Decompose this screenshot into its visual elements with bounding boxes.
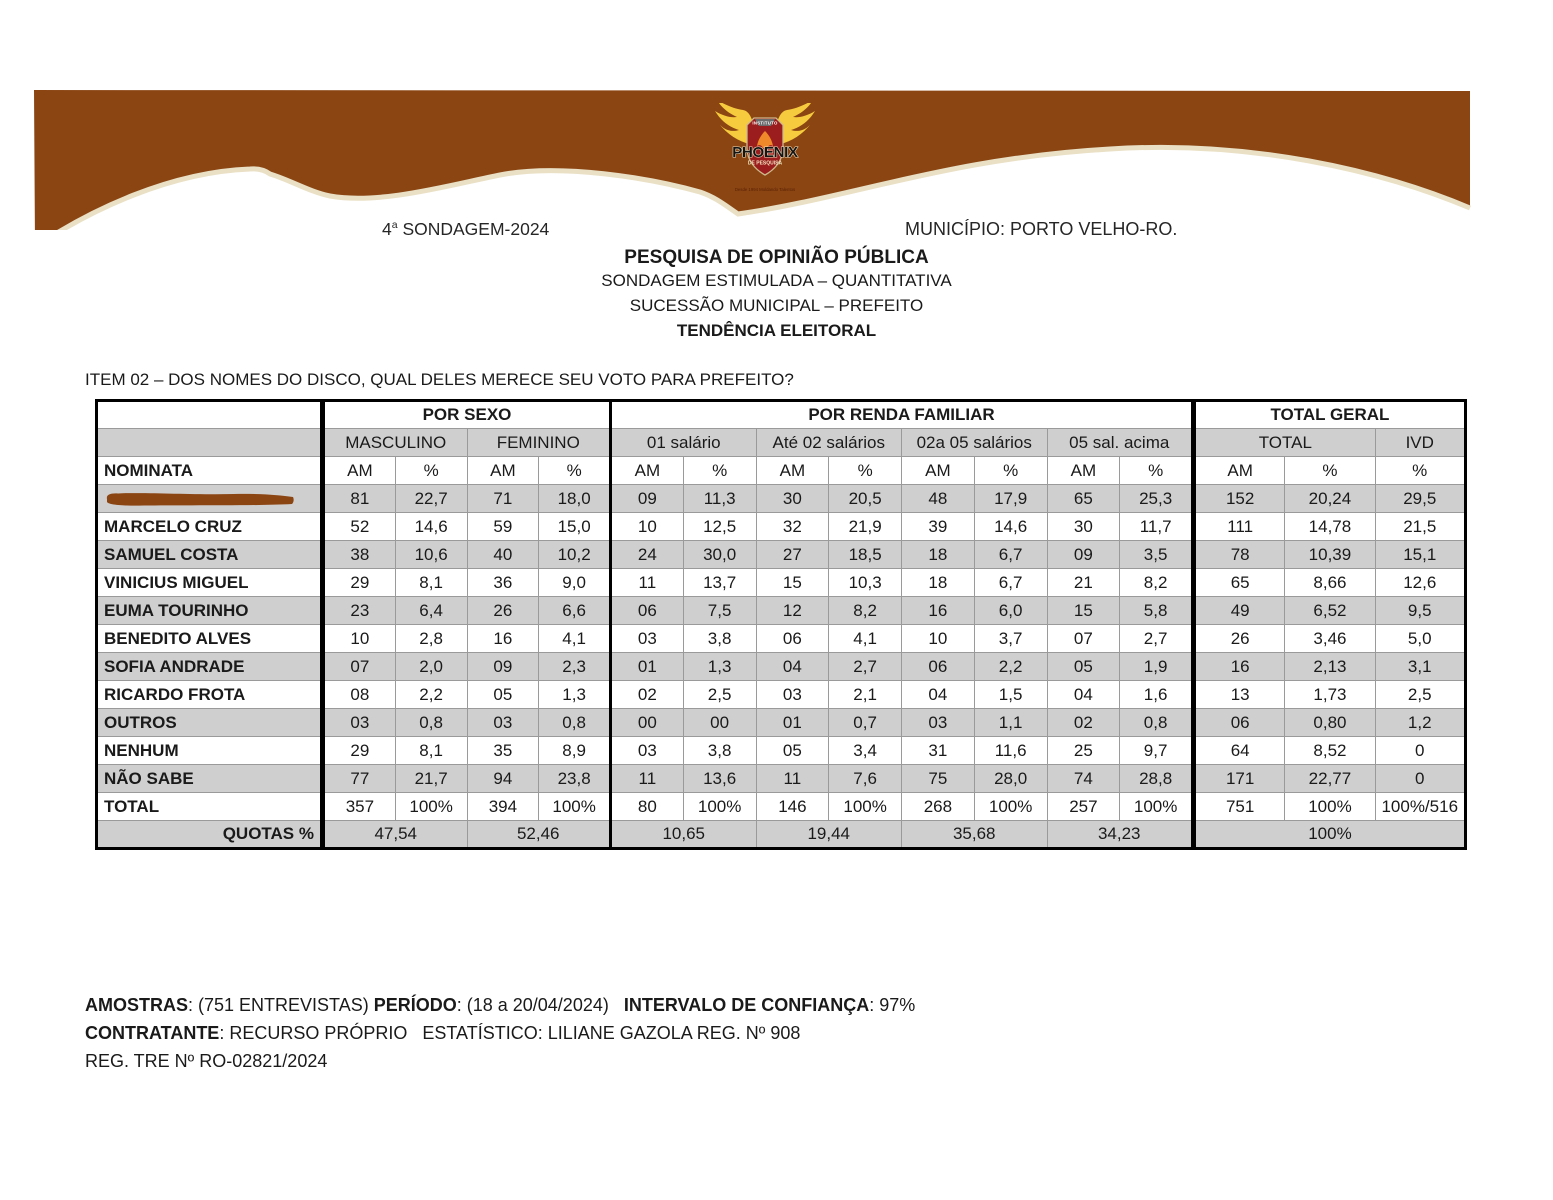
svg-text:Desde 1994 Moldando Talentos: Desde 1994 Moldando Talentos bbox=[735, 187, 795, 192]
svg-text:DE PESQUISA: DE PESQUISA bbox=[748, 161, 783, 167]
svg-text:INSTITUTO: INSTITUTO bbox=[752, 120, 778, 125]
svg-text:PHOENIX: PHOENIX bbox=[732, 144, 798, 161]
